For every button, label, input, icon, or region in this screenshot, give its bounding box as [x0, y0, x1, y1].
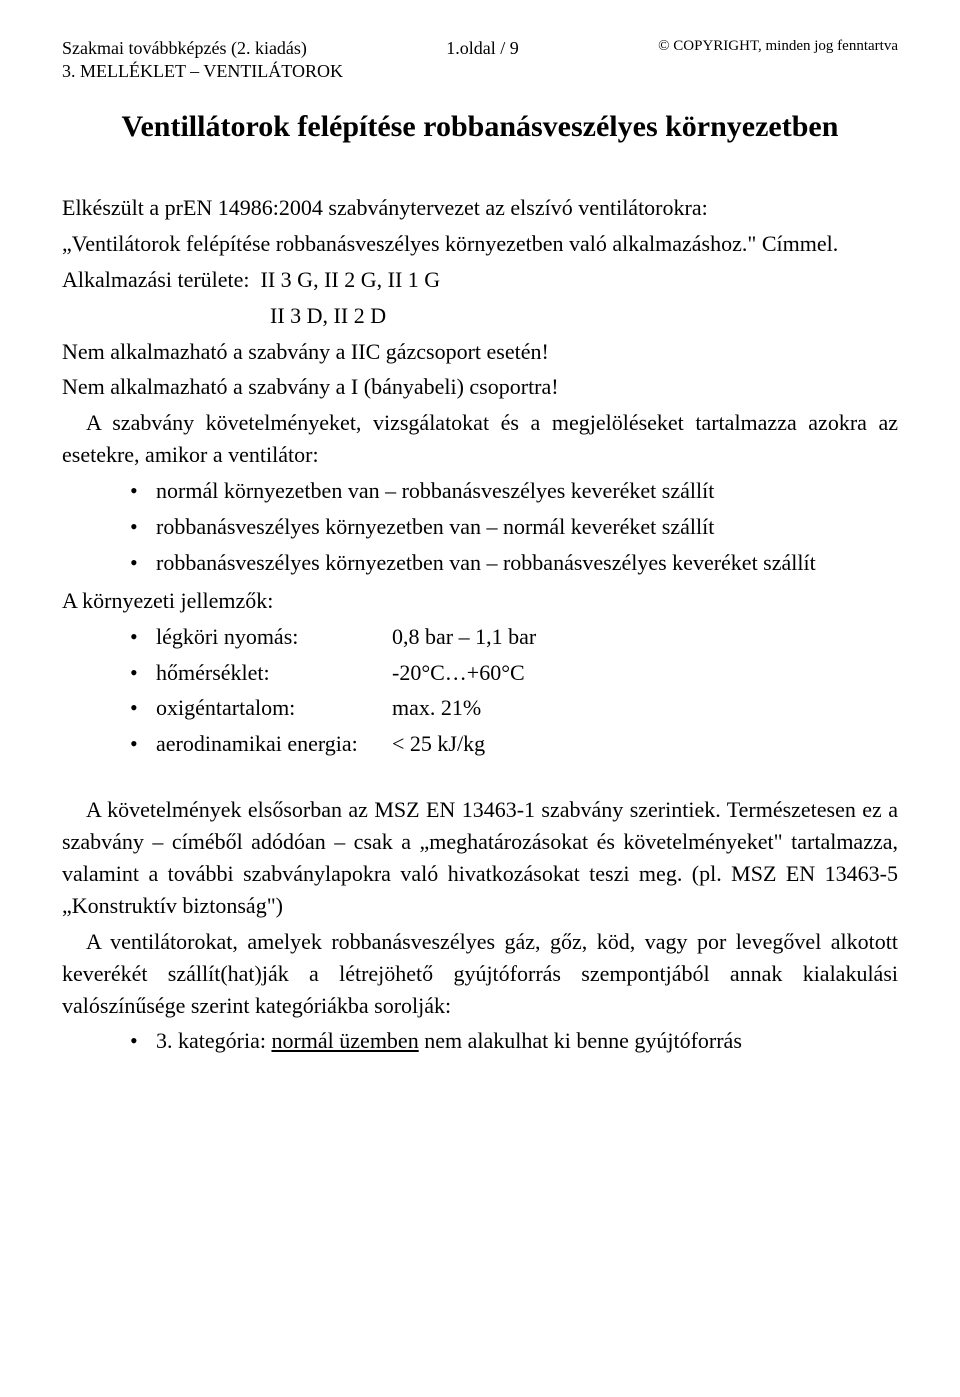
list-item: oxigéntartalom: max. 21%: [130, 692, 898, 724]
category-list: 3. kategória: normál üzemben nem alakulh…: [62, 1025, 898, 1057]
param-value: 0,8 bar – 1,1 bar: [392, 621, 898, 653]
ventilator-para: A ventilátorokat, amelyek robbanásveszél…: [62, 926, 898, 1022]
param-label: oxigéntartalom:: [156, 692, 392, 724]
scope-line-g: Alkalmazási területe: II 3 G, II 2 G, II…: [62, 264, 898, 296]
scope-g: II 3 G, II 2 G, II 1 G: [261, 267, 441, 292]
intro-line-2: „Ventilátorok felépítése robbanásveszély…: [62, 228, 898, 260]
scope-label: Alkalmazási területe:: [62, 267, 250, 292]
list-item: hőmérséklet: -20°C…+60°C: [130, 657, 898, 689]
list-item: légköri nyomás: 0,8 bar – 1,1 bar: [130, 621, 898, 653]
header-section: 3. MELLÉKLET – VENTILÁTOROK: [62, 61, 898, 82]
param-value: < 25 kJ/kg: [392, 728, 898, 760]
header-right: © COPYRIGHT, minden jog fenntartva: [658, 38, 898, 59]
list-item: normál környezetben van – robbanásveszél…: [130, 475, 898, 507]
not-applicable-i: Nem alkalmazható a szabvány a I (bányabe…: [62, 371, 898, 403]
env-label: A környezeti jellemzők:: [62, 585, 898, 617]
category-underlined: normál üzemben: [271, 1028, 418, 1053]
requirements-para: A követelmények elsősorban az MSZ EN 134…: [62, 794, 898, 922]
param-value: -20°C…+60°C: [392, 657, 898, 689]
param-label: hőmérséklet:: [156, 657, 392, 689]
list-item: aerodinamikai energia: < 25 kJ/kg: [130, 728, 898, 760]
intro-line-1: Elkészült a prEN 14986:2004 szabványterv…: [62, 192, 898, 224]
header-left: Szakmai továbbképzés (2. kiadás): [62, 38, 307, 59]
cases-list: normál környezetben van – robbanásveszél…: [62, 475, 898, 579]
list-item: 3. kategória: normál üzemben nem alakulh…: [130, 1025, 898, 1057]
list-item: robbanásveszélyes környezetben van – rob…: [130, 547, 898, 579]
category-suffix: nem alakulhat ki benne gyújtóforrás: [419, 1028, 742, 1053]
scope-line-d: II 3 D, II 2 D: [62, 300, 898, 332]
cases-intro: A szabvány követelményeket, vizsgálatoka…: [62, 407, 898, 471]
env-params-list: légköri nyomás: 0,8 bar – 1,1 bar hőmérs…: [62, 621, 898, 761]
header-center: 1.oldal / 9: [446, 38, 519, 59]
page-title: Ventillátorok felépítése robbanásveszély…: [62, 110, 898, 144]
param-label: légköri nyomás:: [156, 621, 392, 653]
param-value: max. 21%: [392, 692, 898, 724]
page-header: Szakmai továbbképzés (2. kiadás) 1.oldal…: [62, 38, 898, 59]
list-item: robbanásveszélyes környezetben van – nor…: [130, 511, 898, 543]
category-prefix: 3. kategória:: [156, 1028, 271, 1053]
param-label: aerodinamikai energia:: [156, 728, 392, 760]
not-applicable-iic: Nem alkalmazható a szabvány a IIC gázcso…: [62, 336, 898, 368]
